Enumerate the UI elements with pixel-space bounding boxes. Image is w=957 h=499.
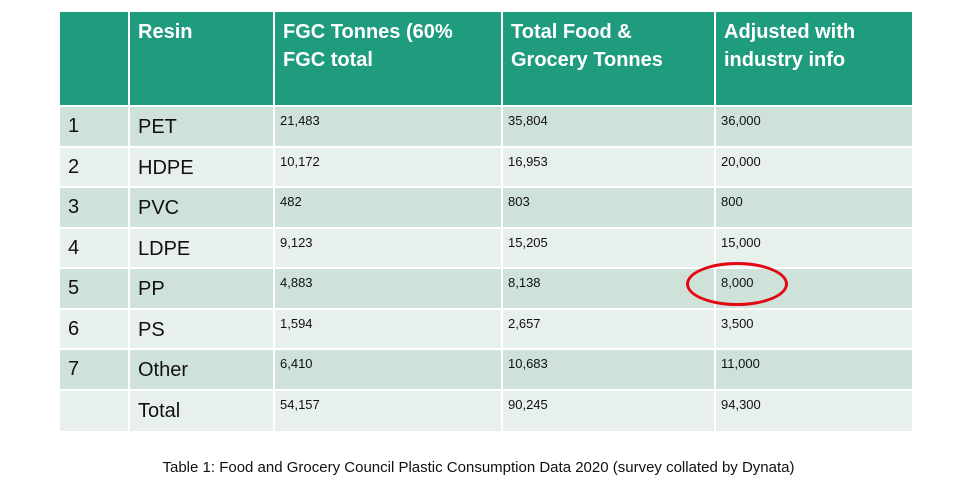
table-row: 6 PS 1,594 2,657 3,500 xyxy=(60,309,912,350)
table-row: 7 Other 6,410 10,683 11,000 xyxy=(60,350,912,391)
row-number: 1 xyxy=(60,107,130,148)
total-tonnes-cell: 10,683 xyxy=(503,350,716,391)
header-num xyxy=(60,12,130,107)
header-fgc-tonnes: FGC Tonnes (60% FGC total xyxy=(275,12,503,107)
adjusted-cell: 8,000 xyxy=(716,269,912,310)
table-row-total: Total 54,157 90,245 94,300 xyxy=(60,390,912,431)
table-row: 4 LDPE 9,123 15,205 15,000 xyxy=(60,228,912,269)
table-row: 5 PP 4,883 8,138 8,000 xyxy=(60,269,912,310)
adjusted-cell: 800 xyxy=(716,188,912,229)
resin-name: LDPE xyxy=(130,228,275,269)
plastic-consumption-table: Resin FGC Tonnes (60% FGC total Total Fo… xyxy=(60,12,912,431)
total-tonnes-cell: 90,245 xyxy=(503,390,716,431)
row-number: 2 xyxy=(60,147,130,188)
total-tonnes-cell: 8,138 xyxy=(503,269,716,310)
fgc-tonnes-cell: 54,157 xyxy=(275,390,503,431)
fgc-tonnes-cell: 1,594 xyxy=(275,309,503,350)
total-tonnes-cell: 2,657 xyxy=(503,309,716,350)
fgc-tonnes-cell: 6,410 xyxy=(275,350,503,391)
resin-name: Total xyxy=(130,390,275,431)
row-number xyxy=(60,390,130,431)
adjusted-cell: 11,000 xyxy=(716,350,912,391)
resin-name: PP xyxy=(130,269,275,310)
fgc-tonnes-cell: 10,172 xyxy=(275,147,503,188)
header-resin: Resin xyxy=(130,12,275,107)
row-number: 7 xyxy=(60,350,130,391)
total-tonnes-cell: 35,804 xyxy=(503,107,716,148)
header-adjusted: Adjusted with industry info xyxy=(716,12,912,107)
adjusted-cell: 94,300 xyxy=(716,390,912,431)
fgc-tonnes-cell: 9,123 xyxy=(275,228,503,269)
table-row: 3 PVC 482 803 800 xyxy=(60,188,912,229)
row-number: 4 xyxy=(60,228,130,269)
adjusted-cell: 36,000 xyxy=(716,107,912,148)
fgc-tonnes-cell: 4,883 xyxy=(275,269,503,310)
header-total-tonnes: Total Food & Grocery Tonnes xyxy=(503,12,716,107)
table-header-row: Resin FGC Tonnes (60% FGC total Total Fo… xyxy=(60,12,912,107)
table-row: 1 PET 21,483 35,804 36,000 xyxy=(60,107,912,148)
adjusted-cell: 20,000 xyxy=(716,147,912,188)
resin-name: PS xyxy=(130,309,275,350)
row-number: 6 xyxy=(60,309,130,350)
row-number: 3 xyxy=(60,188,130,229)
resin-name: PET xyxy=(130,107,275,148)
row-number: 5 xyxy=(60,269,130,310)
resin-name: PVC xyxy=(130,188,275,229)
total-tonnes-cell: 803 xyxy=(503,188,716,229)
resin-name: HDPE xyxy=(130,147,275,188)
total-tonnes-cell: 15,205 xyxy=(503,228,716,269)
adjusted-cell: 3,500 xyxy=(716,309,912,350)
adjusted-cell: 15,000 xyxy=(716,228,912,269)
total-tonnes-cell: 16,953 xyxy=(503,147,716,188)
table-row: 2 HDPE 10,172 16,953 20,000 xyxy=(60,147,912,188)
table-caption: Table 1: Food and Grocery Council Plasti… xyxy=(162,459,795,476)
resin-name: Other xyxy=(130,350,275,391)
fgc-tonnes-cell: 21,483 xyxy=(275,107,503,148)
fgc-tonnes-cell: 482 xyxy=(275,188,503,229)
